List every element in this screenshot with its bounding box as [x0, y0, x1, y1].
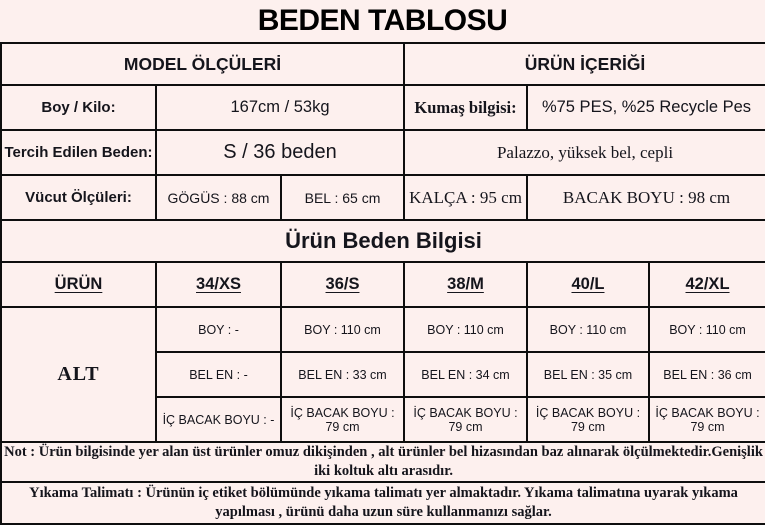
gogus-value: GÖGÜS : 88 cm [155, 174, 282, 221]
tercih-beden-value: S / 36 beden [155, 129, 405, 176]
size-chart-table: MODEL ÖLÇÜLERİ ÜRÜN İÇERİĞİ Boy / Kilo: … [0, 42, 765, 525]
size-cell: BOY : - [155, 306, 282, 353]
table-row: Not : Ürün bilgisinde yer alan üst ürünl… [0, 441, 765, 483]
size-col-header-label: 38/M [447, 275, 484, 293]
table-row: MODEL ÖLÇÜLERİ ÜRÜN İÇERİĞİ [0, 42, 765, 86]
model-olculeri-header: MODEL ÖLÇÜLERİ [0, 42, 405, 86]
urun-icerigi-header: ÜRÜN İÇERİĞİ [402, 42, 765, 86]
vucut-olculeri-label: Vücut Ölçüleri: [0, 174, 157, 221]
size-cell: BEL EN : 35 cm [526, 351, 650, 398]
size-col-header-label: 40/L [571, 275, 605, 293]
boy-kilo-value: 167cm / 53kg [155, 84, 405, 131]
size-col-header-36s: 36/S [280, 261, 405, 308]
size-col-header-label: 36/S [325, 275, 360, 293]
product-row-label: ALT [0, 306, 157, 443]
size-col-header-34xs: 34/XS [155, 261, 282, 308]
tercih-beden-label: Tercih Edilen Beden: [0, 129, 157, 176]
size-cell: BOY : 110 cm [403, 306, 528, 353]
kumas-bilgisi-label: Kumaş bilgisi: [403, 84, 528, 131]
table-row: Tercih Edilen Beden: S / 36 beden Palazz… [0, 129, 765, 176]
table-row: İÇ BACAK BOYU : - İÇ BACAK BOYU : 79 cm … [1, 396, 765, 443]
size-cell: BEL EN : 33 cm [280, 351, 405, 398]
boy-kilo-label: Boy / Kilo: [0, 84, 157, 131]
size-col-header-40l: 40/L [526, 261, 650, 308]
measurement-note-line1: Not : Ürün bilgisinde yer alan üst ürünl… [4, 444, 763, 460]
size-cell: BEL EN : 36 cm [647, 351, 765, 398]
washing-note-line2: yapılması , ürünü daha uzun süre kullanm… [215, 504, 552, 520]
size-cell: BEL EN : 34 cm [403, 351, 528, 398]
size-cell: İÇ BACAK BOYU : 79 cm [647, 396, 765, 443]
washing-note-line1: Yıkama Talimatı : Ürünün iç etiket bölüm… [29, 485, 738, 501]
bel-value: BEL : 65 cm [280, 174, 405, 221]
measurement-note: Not : Ürün bilgisinde yer alan üst ürünl… [0, 441, 765, 483]
table-row: Yıkama Talimatı : Ürünün iç etiket bölüm… [0, 481, 765, 525]
urun-ozellik-value: Palazzo, yüksek bel, cepli [402, 129, 765, 176]
size-cell: BOY : 110 cm [647, 306, 765, 353]
size-cell: BOY : 110 cm [280, 306, 405, 353]
size-cell: İÇ BACAK BOYU : 79 cm [403, 396, 528, 443]
size-col-header-42xl: 42/XL [647, 261, 765, 308]
kumas-bilgisi-value: %75 PES, %25 Recycle Pes [525, 84, 765, 131]
table-row: BEL EN : - BEL EN : 33 cm BEL EN : 34 cm… [1, 351, 765, 398]
size-cell: BOY : 110 cm [526, 306, 650, 353]
measurement-note-line2: iki koltuk altı arasıdır. [314, 463, 453, 479]
urun-beden-bilgisi-header: Ürün Beden Bilgisi [0, 219, 765, 263]
table-row: ÜRÜN 34/XS 36/S 38/M 40/L 42/XL [0, 261, 765, 308]
table-row: ALT BOY : - BOY : 110 cm BOY : 110 cm BO… [0, 306, 765, 443]
size-cell: İÇ BACAK BOYU : - [155, 396, 282, 443]
kalca-value: KALÇA : 95 cm [403, 174, 528, 221]
washing-instructions-note: Yıkama Talimatı : Ürünün iç etiket bölüm… [0, 481, 765, 525]
page-title: BEDEN TABLOSU [257, 4, 508, 37]
bacak-boyu-value: BACAK BOYU : 98 cm [525, 174, 765, 221]
size-cell: BEL EN : - [155, 351, 282, 398]
size-col-header-label: ÜRÜN [54, 275, 103, 293]
size-col-header-label: 42/XL [685, 275, 730, 293]
size-col-header-38m: 38/M [403, 261, 528, 308]
table-row: Vücut Ölçüleri: GÖGÜS : 88 cm BEL : 65 c… [0, 174, 765, 221]
size-col-header-urun: ÜRÜN [0, 261, 157, 308]
size-cell: İÇ BACAK BOYU : 79 cm [280, 396, 405, 443]
size-cell: İÇ BACAK BOYU : 79 cm [526, 396, 650, 443]
table-row: Boy / Kilo: 167cm / 53kg Kumaş bilgisi: … [0, 84, 765, 131]
table-row: Ürün Beden Bilgisi [0, 219, 765, 263]
size-col-header-label: 34/XS [196, 275, 241, 293]
